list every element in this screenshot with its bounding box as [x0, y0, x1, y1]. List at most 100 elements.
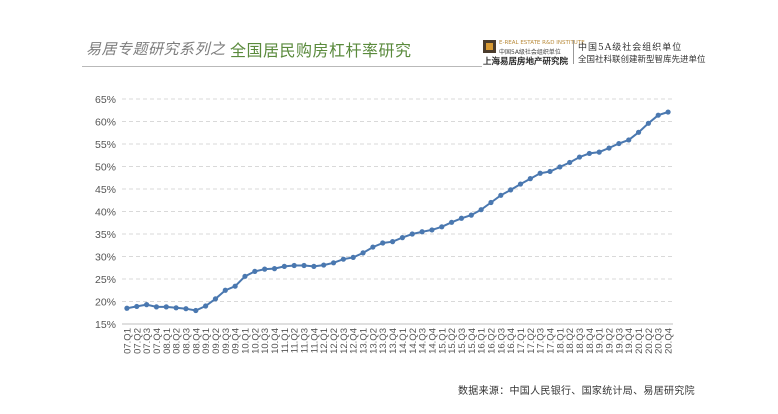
y-tick-label: 35% — [95, 229, 116, 241]
data-point — [281, 263, 287, 269]
data-point — [321, 262, 327, 268]
x-tick-label: 10.Q1 — [240, 328, 251, 354]
y-tick-label: 20% — [95, 297, 116, 309]
org-credential-2: 全国社科联创建新型智库先进单位 — [578, 55, 706, 65]
data-point — [360, 250, 366, 256]
x-tick-label: 09.Q3 — [221, 328, 232, 354]
data-point — [429, 227, 435, 233]
data-point — [232, 283, 238, 289]
data-point — [517, 181, 524, 187]
data-source-note: 数据来源：中国人民银行、国家统计局、易居研究院 — [458, 386, 695, 397]
x-tick-label: 15.Q2 — [447, 328, 458, 354]
x-tick-label: 15.Q1 — [437, 328, 448, 354]
data-point — [340, 256, 346, 262]
data-point — [252, 268, 258, 274]
data-point — [635, 129, 642, 135]
x-tick-label: 19.Q4 — [624, 328, 635, 354]
data-point — [665, 109, 671, 115]
data-point — [242, 273, 248, 279]
x-tick-label: 08.Q1 — [162, 328, 173, 354]
data-point — [458, 215, 465, 221]
data-point — [193, 307, 199, 314]
data-point — [183, 306, 189, 312]
data-point — [527, 176, 533, 182]
data-point — [488, 199, 494, 206]
data-point — [655, 112, 661, 118]
data-point — [596, 149, 602, 155]
data-point — [439, 224, 445, 230]
data-point — [478, 207, 484, 213]
data-point — [419, 229, 425, 235]
x-tick-label: 18.Q3 — [575, 328, 586, 354]
x-tick-label: 12.Q4 — [349, 328, 360, 354]
data-point — [645, 120, 652, 126]
org-credential-1: 中国5A级社会组织单位 — [578, 43, 683, 53]
x-tick-label: 17.Q2 — [526, 328, 537, 354]
x-tick-label: 18.Q2 — [565, 328, 576, 354]
data-point — [124, 305, 130, 311]
logo-separator — [573, 40, 574, 64]
x-tick-label: 20.Q1 — [634, 328, 645, 354]
data-point — [576, 154, 583, 160]
data-point — [626, 137, 632, 143]
data-point — [449, 219, 455, 225]
x-tick-label: 14.Q4 — [427, 328, 438, 354]
x-tick-label: 17.Q4 — [546, 328, 557, 354]
data-point — [143, 302, 150, 308]
data-point — [163, 304, 169, 310]
data-point — [498, 192, 504, 198]
series-title: 易居专题研究系列之 — [86, 40, 226, 58]
y-tick-label: 65% — [95, 94, 116, 106]
x-tick-label: 14.Q3 — [418, 328, 429, 354]
data-point — [271, 266, 278, 272]
x-tick-label: 12.Q1 — [319, 328, 330, 354]
x-tick-label: 07.Q4 — [152, 328, 163, 354]
x-tick-label: 18.Q4 — [585, 328, 596, 354]
x-tick-label: 14.Q2 — [408, 328, 419, 354]
topic-title: 全国居民购房杠杆率研究 — [230, 41, 412, 60]
logo-name: 上海易居房地产研究院 — [483, 57, 569, 67]
x-tick-label: 19.Q1 — [595, 328, 606, 354]
y-tick-label: 50% — [95, 162, 116, 174]
data-point — [537, 170, 543, 176]
data-point — [606, 145, 612, 151]
x-tick-label: 13.Q4 — [388, 328, 399, 354]
data-point — [380, 240, 386, 246]
y-tick-label: 30% — [95, 252, 116, 264]
data-point — [508, 187, 514, 193]
data-point — [350, 254, 356, 260]
x-axis-ticks: 07.Q107.Q207.Q307.Q408.Q108.Q208.Q308.Q4… — [122, 328, 674, 354]
report-header: 易居专题研究系列之 全国居民购房杠杆率研究 E-REAL ESTATE R&D … — [0, 0, 778, 72]
data-point — [370, 244, 376, 250]
y-tick-label: 40% — [95, 207, 116, 219]
data-point — [212, 296, 219, 302]
data-point — [389, 239, 396, 245]
x-tick-label: 13.Q1 — [359, 328, 370, 354]
data-point — [547, 168, 553, 175]
x-tick-label: 12.Q2 — [329, 328, 340, 354]
x-tick-label: 12.Q3 — [339, 328, 350, 354]
x-tick-label: 09.Q2 — [211, 328, 222, 354]
x-tick-label: 11.Q2 — [290, 328, 301, 353]
x-tick-label: 09.Q4 — [231, 328, 242, 354]
x-tick-label: 17.Q1 — [516, 328, 527, 354]
y-tick-label: 55% — [95, 139, 116, 151]
institute-logo: E-REAL ESTATE R&D INSTITUTE 中国5A级社会组织单位 … — [483, 38, 585, 67]
data-point — [173, 305, 179, 311]
x-tick-label: 14.Q1 — [398, 328, 409, 354]
x-tick-label: 15.Q4 — [467, 328, 478, 354]
data-point — [468, 212, 474, 218]
x-tick-label: 16.Q1 — [477, 328, 488, 354]
x-tick-label: 08.Q3 — [181, 328, 192, 354]
x-tick-label: 08.Q4 — [191, 328, 202, 354]
x-tick-label: 15.Q3 — [457, 328, 468, 354]
x-tick-label: 07.Q2 — [132, 328, 143, 354]
x-tick-label: 10.Q2 — [250, 328, 261, 354]
data-point — [399, 235, 406, 241]
data-point — [586, 150, 592, 157]
x-tick-label: 09.Q1 — [201, 328, 212, 354]
data-point — [616, 140, 622, 147]
x-tick-label: 19.Q2 — [605, 328, 616, 354]
x-tick-label: 16.Q3 — [496, 328, 507, 354]
y-tick-label: 60% — [95, 117, 116, 129]
